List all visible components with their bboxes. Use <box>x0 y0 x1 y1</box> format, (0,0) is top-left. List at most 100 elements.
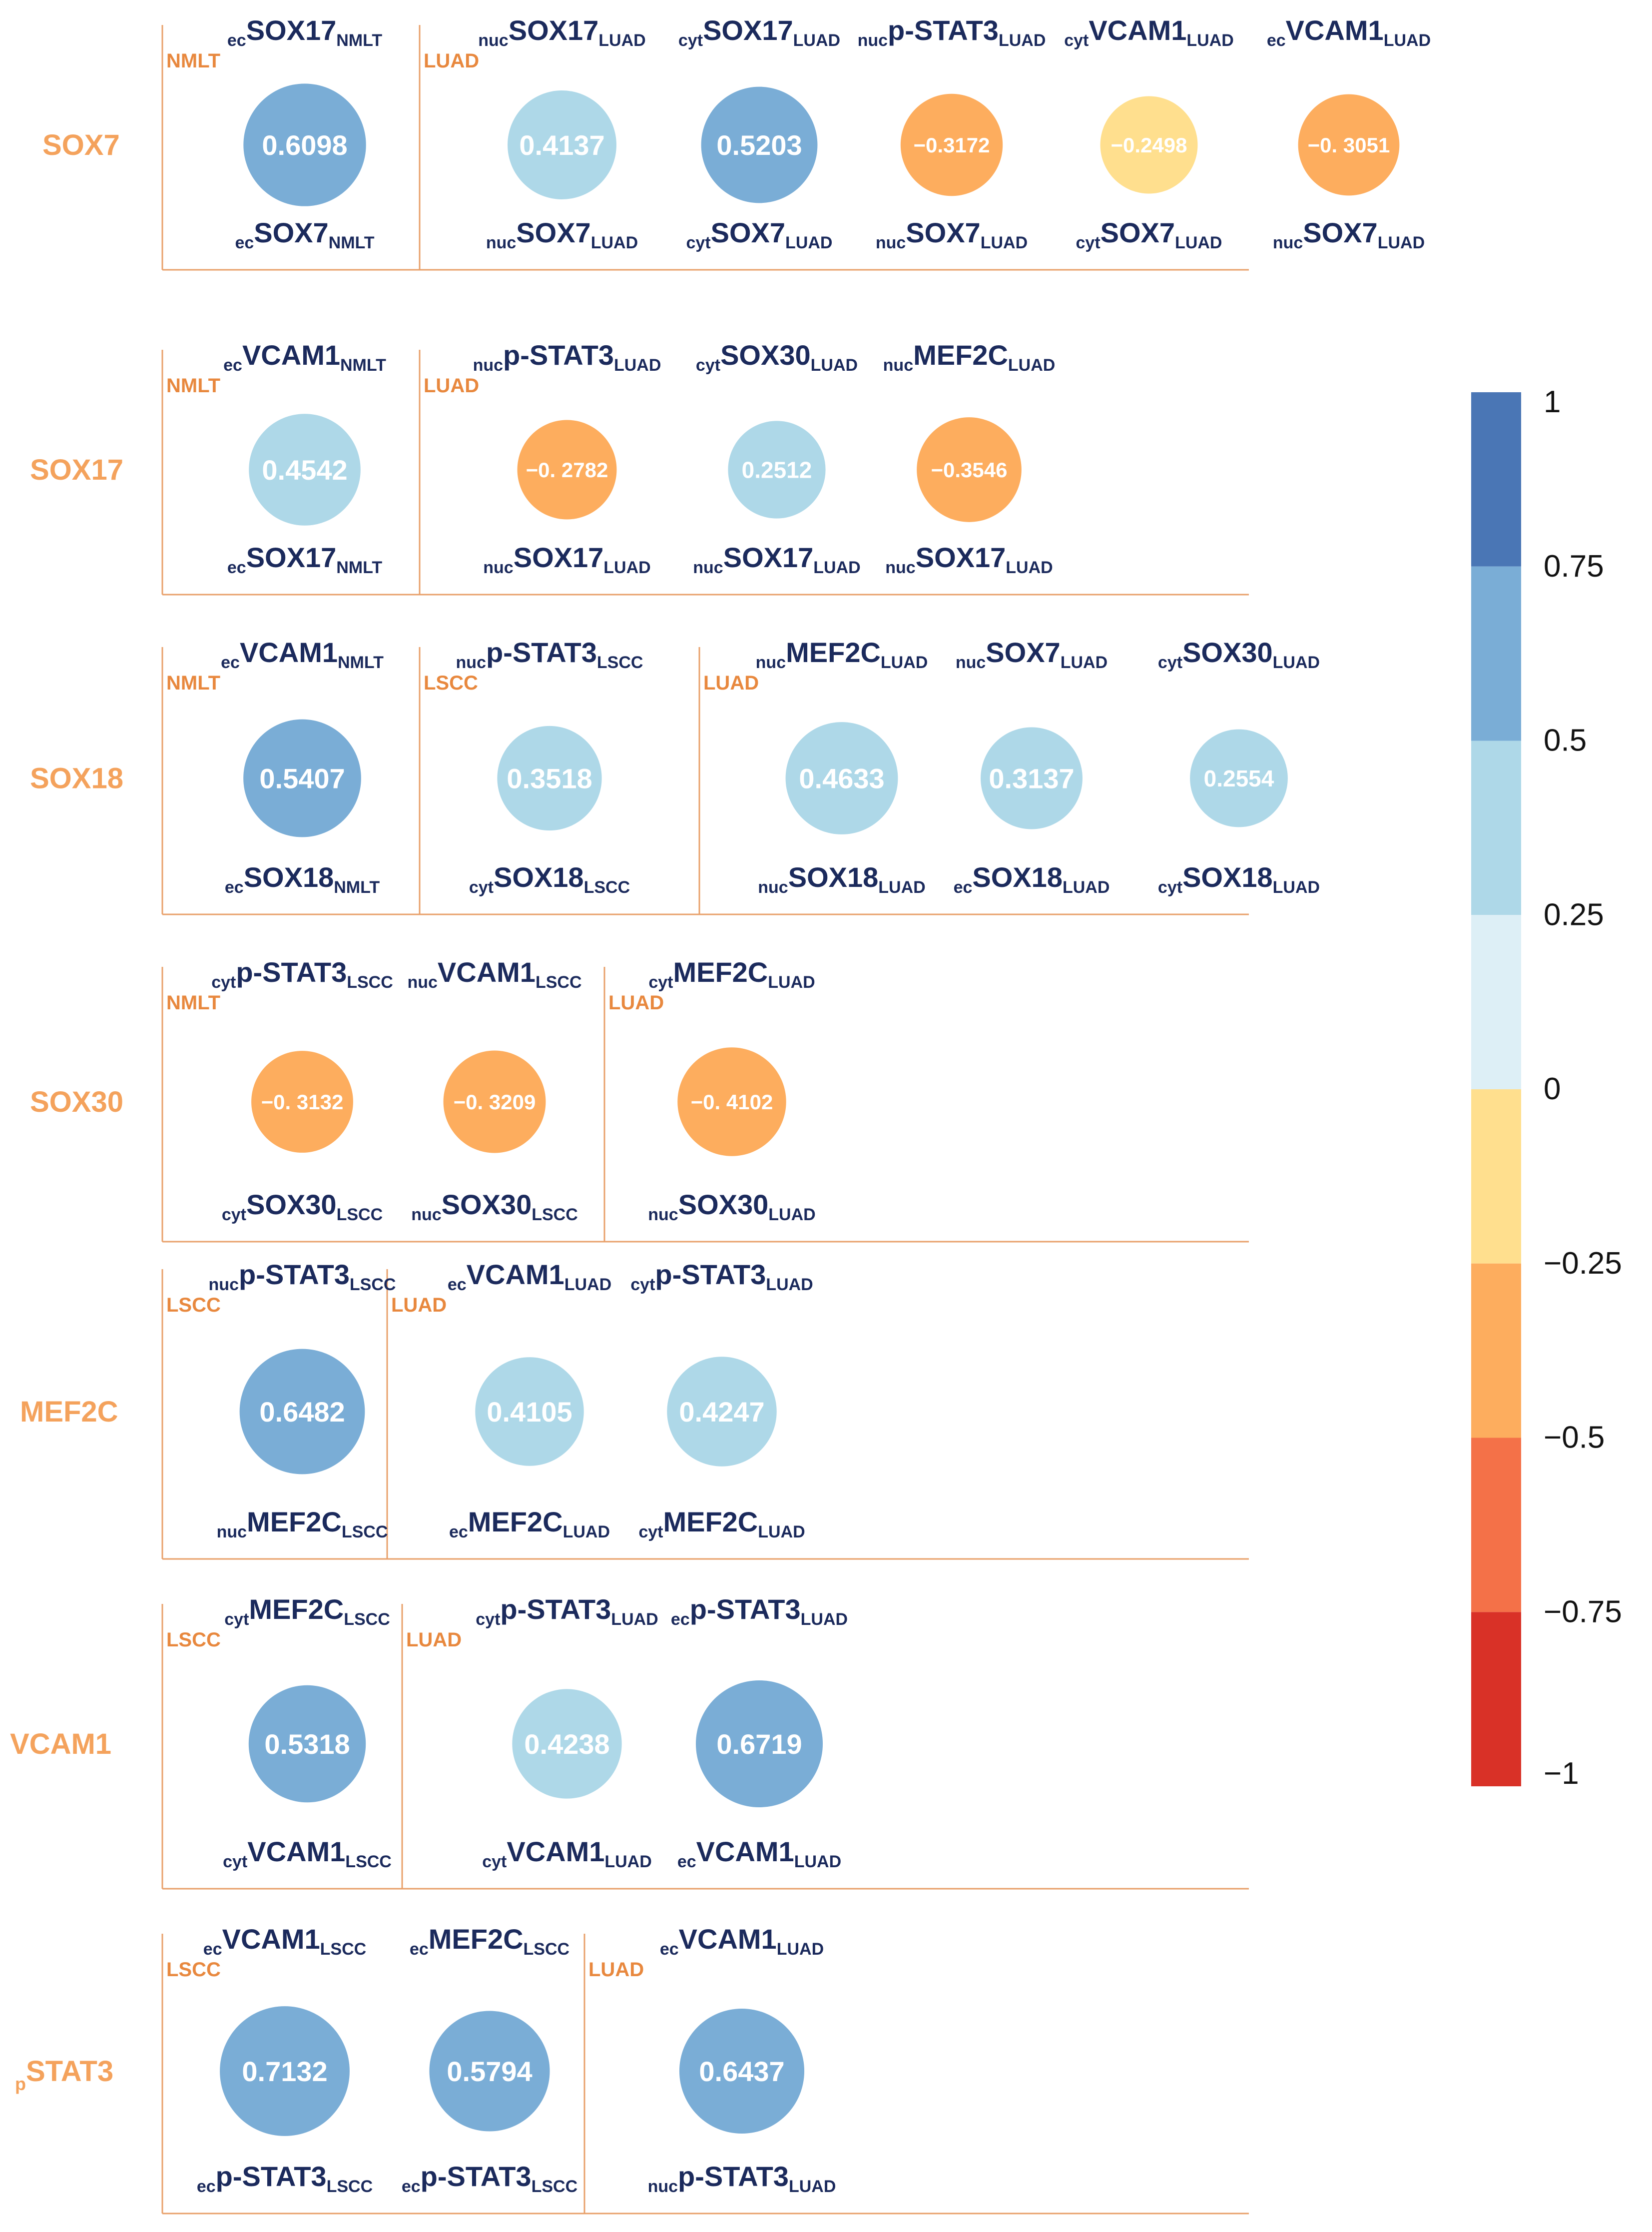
bottom-variable-label: cytVCAM1LUAD <box>482 1836 652 1871</box>
label-prefix: nuc <box>411 1205 441 1224</box>
colorbar-bin <box>1471 915 1521 1089</box>
label-subscript: NMLT <box>336 31 382 50</box>
bottom-variable-label: nucSOX7LUAD <box>876 217 1028 252</box>
correlation-value: 0.4105 <box>487 1396 572 1428</box>
row-vcam1: VCAM1LSCC0.5318cytMEF2CLSCCcytVCAM1LSCCL… <box>10 1593 1249 1890</box>
label-gene: SOX7 <box>986 637 1060 668</box>
correlation-value: −0. 3209 <box>454 1090 536 1114</box>
label-prefix: cyt <box>211 973 236 992</box>
label-prefix: cyt <box>469 878 494 897</box>
label-prefix: cyt <box>482 1852 507 1871</box>
correlation-value: 0.4633 <box>799 763 884 794</box>
label-gene: SOX18 <box>1182 861 1273 893</box>
label-prefix: nuc <box>693 558 723 577</box>
label-gene: SOX30 <box>678 1189 769 1220</box>
bottom-variable-label: cytSOX7LUAD <box>686 217 833 252</box>
label-gene: SOX30 <box>442 1189 532 1220</box>
correlation-bubble <box>1190 729 1288 827</box>
label-subscript: LUAD <box>878 878 925 897</box>
top-variable-label: ecVCAM1NMLT <box>221 637 384 672</box>
label-gene: p-STAT3 <box>503 339 614 371</box>
correlation-value: 0.5407 <box>259 763 345 794</box>
label-subscript: LUAD <box>1006 558 1053 577</box>
correlation-value: −0. 4102 <box>691 1090 773 1114</box>
bottom-variable-label: cytSOX18LUAD <box>1158 861 1320 897</box>
top-variable-label: ecMEF2CLSCC <box>410 1923 569 1959</box>
label-prefix: cyt <box>222 1205 246 1224</box>
label-gene: VCAM1 <box>222 1923 320 1955</box>
label-prefix: nuc <box>217 1522 247 1541</box>
top-variable-label: ecSOX17NMLT <box>227 14 383 50</box>
correlation-value: −0. 3132 <box>261 1090 344 1114</box>
label-gene: p-STAT3 <box>678 2161 789 2192</box>
label-subscript: LSCC <box>320 1940 367 1959</box>
colorbar-bin <box>1471 1089 1521 1264</box>
label-prefix: ec <box>225 878 244 897</box>
correlation-bubble <box>677 1047 786 1156</box>
correlation-bubble <box>695 1680 823 1808</box>
label-prefix: nuc <box>478 31 508 50</box>
correlation-bubble <box>981 727 1083 829</box>
top-variable-label: cytMEF2CLUAD <box>648 956 815 992</box>
colorbar-bin <box>1471 1438 1521 1612</box>
top-variable-label: nucp-STAT3LUAD <box>473 339 661 375</box>
row-mef2c: MEF2CLSCC0.6482nucp-STAT3LSCCnucMEF2CLSC… <box>20 1259 1249 1560</box>
label-gene: SOX30 <box>720 339 811 371</box>
label-subscript: LUAD <box>1175 233 1222 252</box>
label-subscript: LUAD <box>777 1940 824 1959</box>
label-gene: MEF2C <box>673 956 768 988</box>
label-subscript: LSCC <box>342 1522 388 1541</box>
label-gene: MEF2C <box>913 339 1008 371</box>
label-gene: SOX7 <box>254 217 328 248</box>
correlation-bubble <box>429 2011 550 2132</box>
correlation-bubble <box>900 93 1003 196</box>
label-prefix: cyt <box>223 1852 247 1871</box>
correlation-bubble <box>785 722 898 834</box>
row-label: SOX18 <box>30 762 123 795</box>
row-label: SOX17 <box>30 454 123 486</box>
label-prefix: ec <box>1267 31 1286 50</box>
colorbar-tick-label: 1 <box>1544 385 1561 419</box>
group-label: LUAD <box>424 50 479 72</box>
label-prefix: nuc <box>648 1205 678 1224</box>
correlation-bubble <box>917 417 1022 522</box>
label-prefix: ec <box>449 1522 468 1541</box>
bottom-variable-label: nucp-STAT3LUAD <box>648 2161 836 2196</box>
correlation-value: 0.4542 <box>262 454 347 486</box>
bottom-variable-label: cytSOX30LSCC <box>222 1189 383 1224</box>
label-prefix: ec <box>223 356 242 375</box>
correlation-value: 0.5318 <box>264 1728 350 1760</box>
bottom-variable-label: nucSOX17LUAD <box>693 542 860 577</box>
top-variable-label: nucSOX17LUAD <box>478 14 645 50</box>
label-subscript: LUAD <box>981 233 1028 252</box>
label-prefix: ec <box>671 1610 690 1629</box>
label-gene: VCAM1 <box>438 956 536 988</box>
row-label-prefix: p <box>15 2074 26 2094</box>
label-prefix: cyt <box>678 31 703 50</box>
colorbar: 1 0.75 0.5 0.25 0 −0.25 −0.5 −0.75 −1 <box>1471 385 1622 1791</box>
group-nmlt: NMLT−0. 3132cytp-STAT3LSCCcytSOX30LSCC−0… <box>166 956 582 1224</box>
label-gene: VCAM1 <box>240 637 338 668</box>
group-label: LSCC <box>166 1959 221 1981</box>
row-stat3: pSTAT3LSCC0.7132ecVCAM1LSCCecp-STAT3LSCC… <box>15 1923 1249 2215</box>
label-gene: SOX30 <box>246 1189 337 1220</box>
group-lscc: LSCC0.7132ecVCAM1LSCCecp-STAT3LSCC0.5794… <box>166 1923 577 2196</box>
top-variable-label: nucp-STAT3LSCC <box>209 1259 396 1294</box>
label-prefix: ec <box>677 1852 696 1871</box>
label-prefix: cyt <box>648 973 673 992</box>
label-gene: VCAM1 <box>242 339 340 371</box>
label-gene: VCAM1 <box>507 1836 604 1867</box>
bottom-variable-label: nucSOX30LSCC <box>411 1189 578 1224</box>
bottom-variable-label: ecSOX18NMLT <box>225 861 380 897</box>
top-variable-label: nucp-STAT3LUAD <box>858 14 1046 50</box>
label-gene: VCAM1 <box>1089 14 1186 46</box>
